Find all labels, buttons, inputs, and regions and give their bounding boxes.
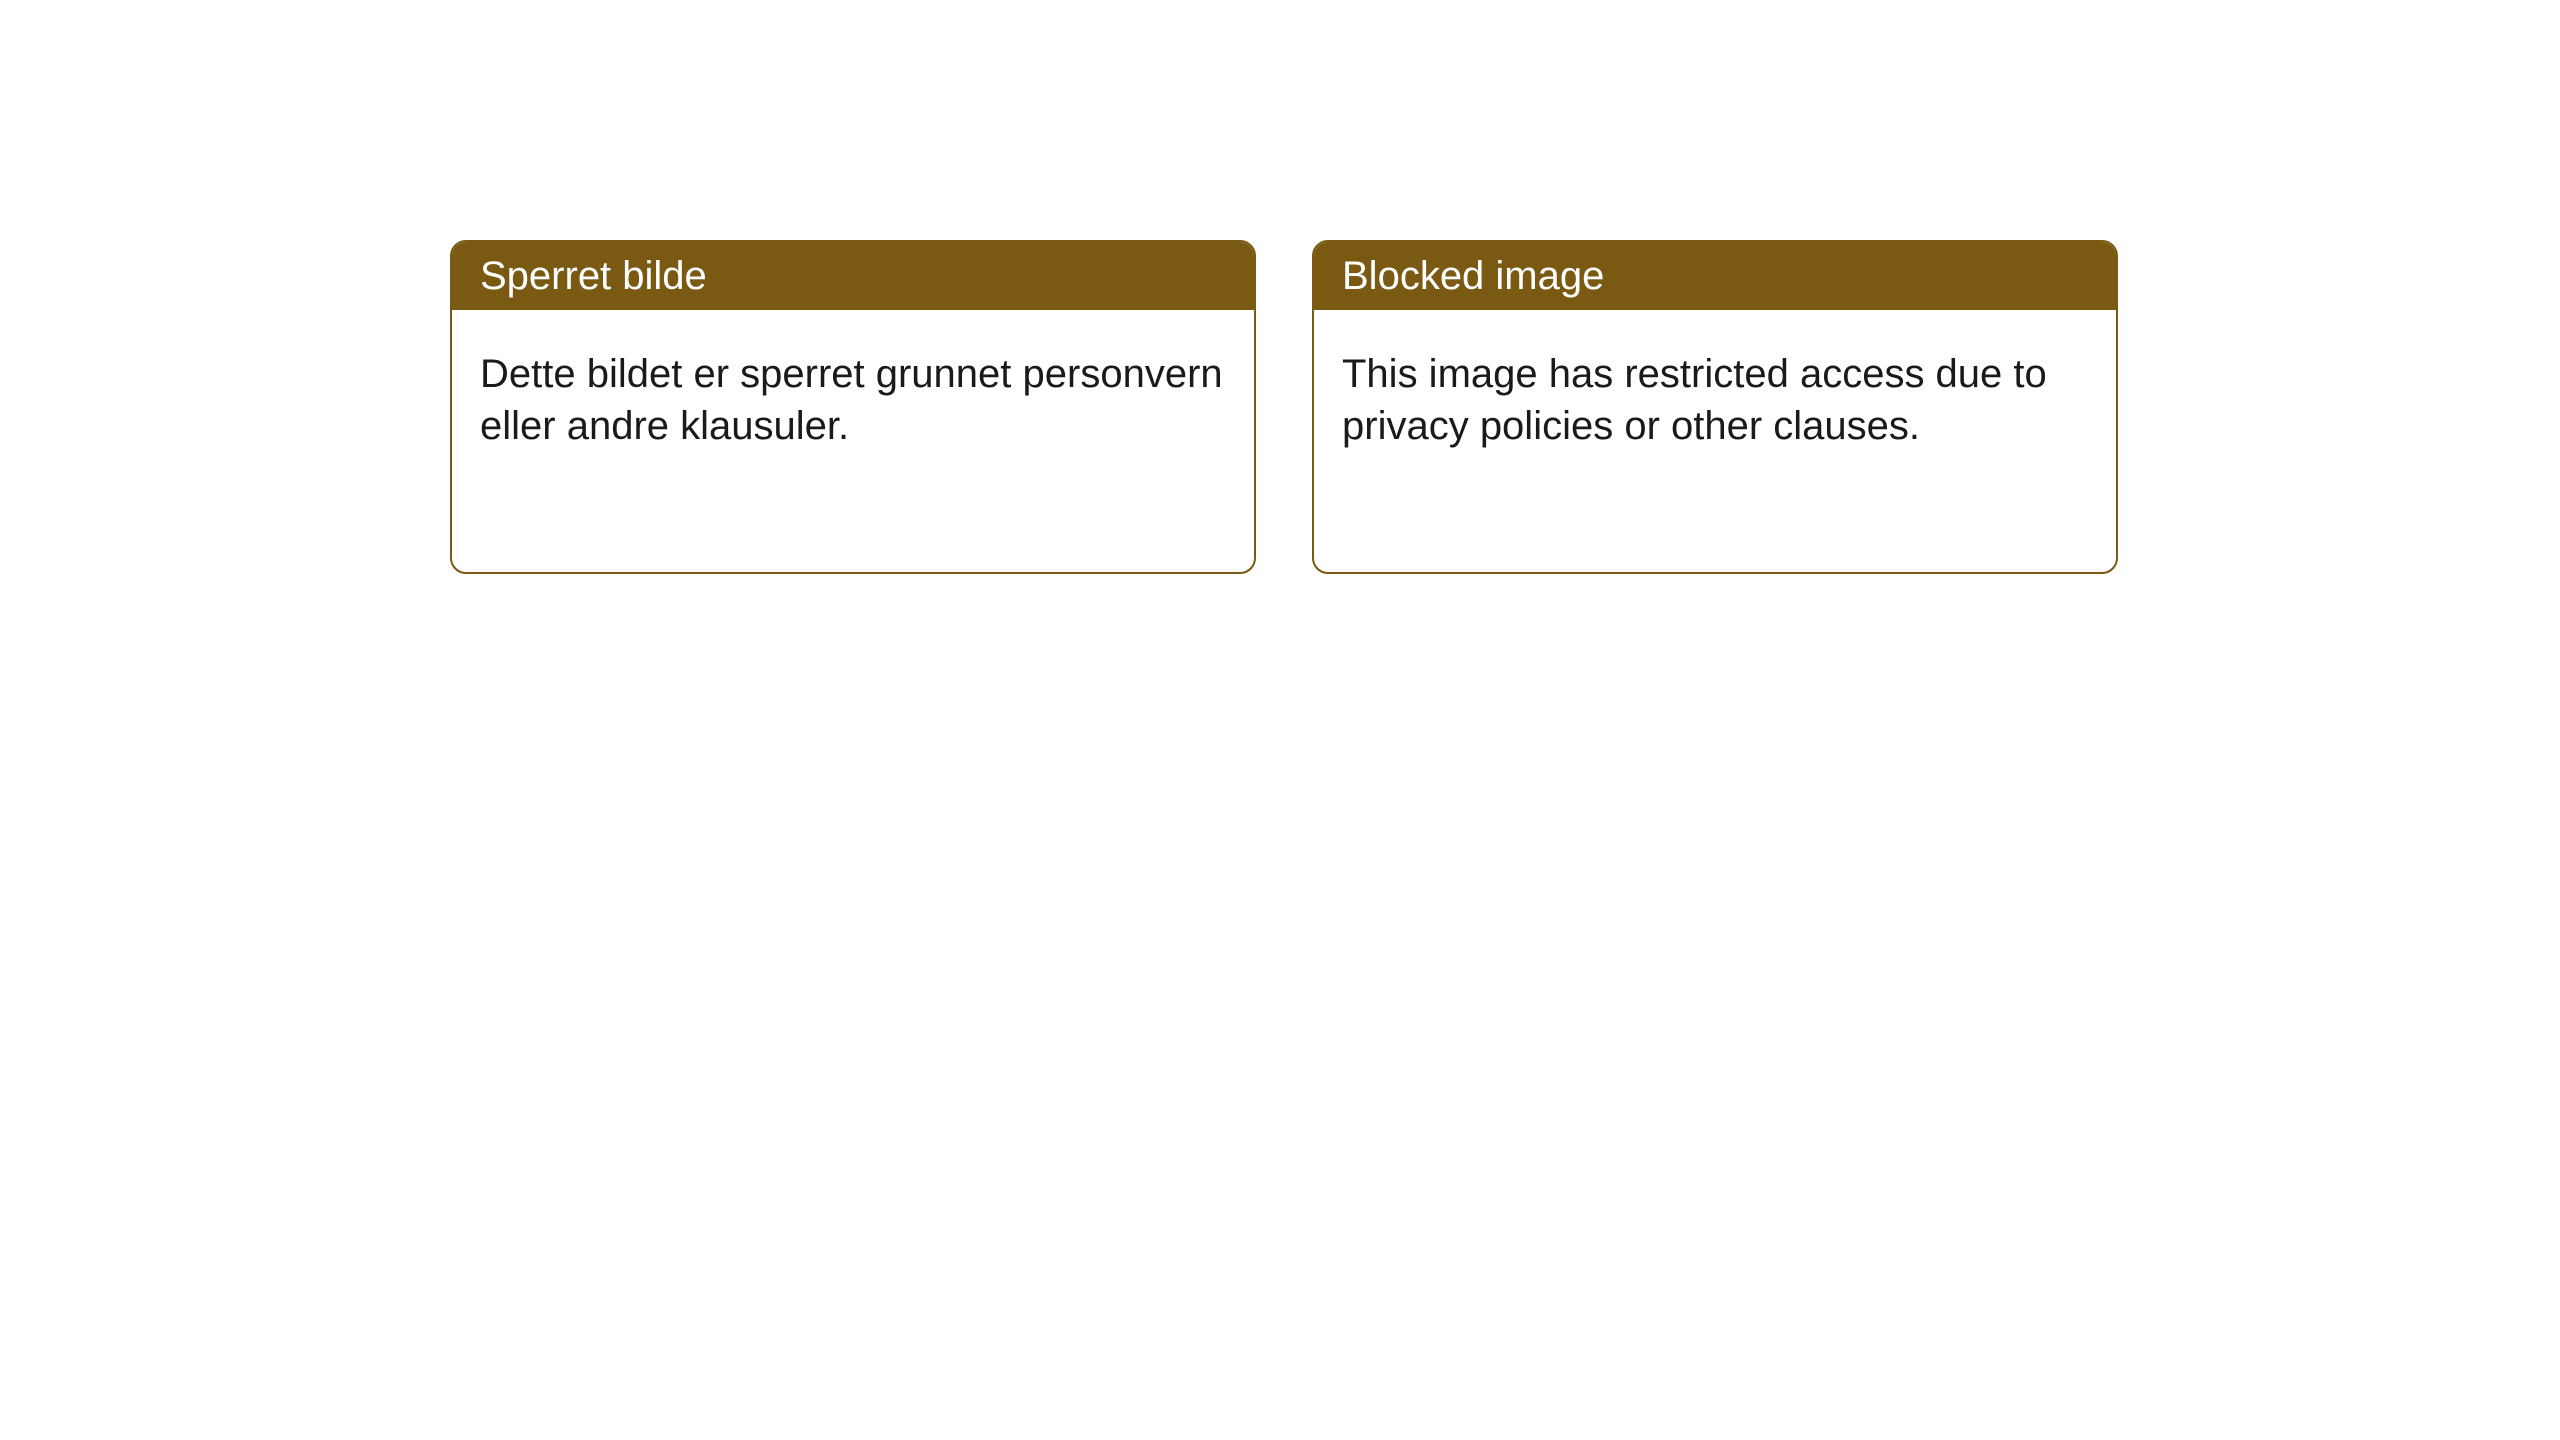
notice-header: Sperret bilde (452, 242, 1254, 310)
notice-body: This image has restricted access due to … (1314, 310, 2116, 490)
notice-header: Blocked image (1314, 242, 2116, 310)
notice-card-norwegian: Sperret bilde Dette bildet er sperret gr… (450, 240, 1256, 574)
notice-body: Dette bildet er sperret grunnet personve… (452, 310, 1254, 490)
notice-card-english: Blocked image This image has restricted … (1312, 240, 2118, 574)
notice-container: Sperret bilde Dette bildet er sperret gr… (0, 0, 2560, 574)
